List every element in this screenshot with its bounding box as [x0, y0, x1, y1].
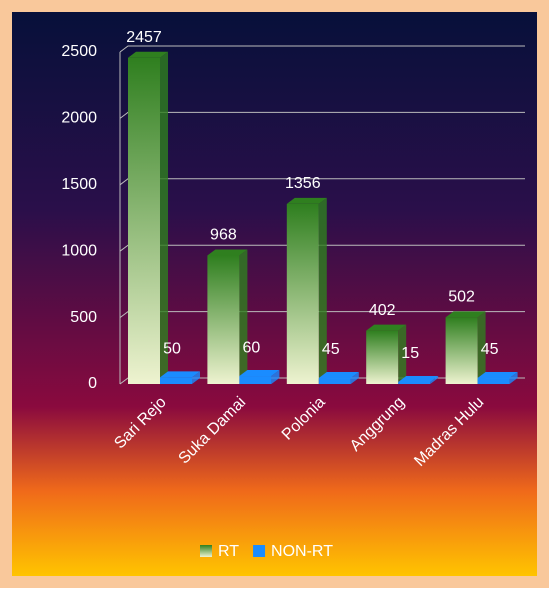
bar-top	[286, 197, 327, 204]
bar-top	[318, 372, 359, 379]
bar-side	[239, 249, 248, 384]
bar-side	[509, 372, 518, 384]
plot-background	[12, 12, 537, 576]
data-label: 402	[369, 302, 396, 319]
bar	[366, 330, 399, 384]
legend-swatch	[253, 545, 266, 557]
bar-side	[398, 324, 407, 384]
data-label: 45	[481, 341, 499, 358]
data-label: 1356	[285, 175, 321, 192]
bar	[445, 317, 478, 384]
bar-top	[239, 370, 280, 377]
bar	[286, 203, 319, 384]
grid-line	[119, 45, 525, 53]
data-label: 968	[210, 227, 237, 244]
y-tick-label: 1000	[61, 242, 97, 259]
bar-side	[160, 51, 168, 385]
data-label: 502	[448, 289, 475, 306]
y-tick-label: 2500	[61, 43, 97, 60]
bar	[207, 255, 240, 384]
legend-label: NON-RT	[271, 543, 333, 560]
bar-top	[477, 372, 518, 379]
y-tick-label: 500	[70, 309, 97, 326]
bar-side	[318, 197, 327, 384]
bar	[128, 57, 160, 385]
bar-top	[207, 249, 248, 256]
bar-top	[128, 51, 168, 58]
bar	[398, 382, 431, 384]
y-tick-label: 2000	[61, 110, 97, 127]
data-label: 2457	[126, 29, 162, 46]
bar-top	[398, 376, 439, 383]
bar-side	[477, 311, 486, 384]
bar-side	[192, 371, 200, 384]
y-tick-label: 1500	[61, 176, 97, 193]
bar-side	[430, 376, 439, 384]
bar-side	[271, 370, 280, 384]
legend: RT NON-RT	[200, 543, 333, 560]
bar-top	[366, 324, 407, 331]
bar-side	[350, 372, 359, 384]
data-label: 15	[401, 345, 419, 362]
legend-label: RT	[218, 543, 239, 560]
bar	[160, 377, 192, 384]
legend-swatch	[200, 545, 212, 557]
bar-top	[160, 371, 200, 378]
bar	[477, 378, 510, 384]
data-label: 60	[243, 339, 261, 356]
bar	[318, 378, 351, 384]
bar	[239, 376, 272, 384]
data-label: 45	[322, 341, 340, 358]
bar-top	[445, 311, 486, 318]
y-tick-label: 0	[88, 375, 97, 392]
data-label: 50	[163, 341, 181, 358]
